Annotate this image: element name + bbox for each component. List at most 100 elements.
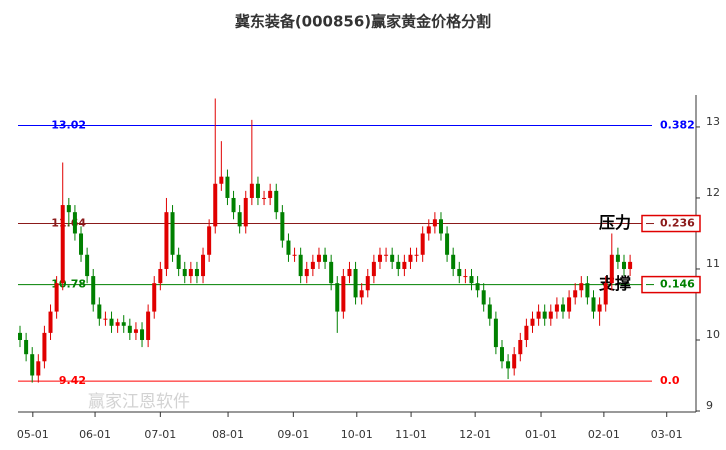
- candle-body: [420, 233, 425, 255]
- y-tick-label: 9: [706, 399, 713, 412]
- candle-body: [48, 311, 53, 333]
- candle-body: [262, 197, 267, 199]
- level-tag: 压力: [599, 213, 631, 232]
- candle-body: [36, 361, 41, 376]
- y-tick-label: 11: [706, 257, 720, 270]
- y-tick-label: 13: [706, 115, 720, 128]
- x-tick-label: 02-01: [588, 428, 620, 441]
- candle-body: [30, 354, 35, 376]
- candle-body: [60, 205, 65, 284]
- candle-body: [487, 304, 492, 319]
- candle-body: [207, 226, 212, 255]
- candle-body: [115, 322, 120, 326]
- candle-body: [475, 283, 480, 291]
- candle-body: [628, 261, 633, 269]
- candle-body: [316, 254, 321, 262]
- candle-body: [243, 197, 248, 227]
- candle-body: [384, 254, 389, 256]
- x-tick-label: 06-01: [79, 428, 111, 441]
- candle-body: [127, 325, 132, 333]
- candle-body: [548, 311, 553, 319]
- ratio-label: 0.146: [660, 278, 695, 291]
- candle-body: [201, 254, 206, 277]
- candle-body: [231, 197, 236, 213]
- candle-body: [237, 212, 242, 227]
- candle-body: [371, 261, 376, 277]
- ratio-label: 0.236: [660, 217, 695, 230]
- candle-body: [536, 311, 541, 319]
- candle-body: [445, 233, 450, 255]
- ratio-box: [641, 275, 701, 294]
- level-tag: 支撑: [598, 274, 631, 293]
- candle-body: [414, 254, 419, 256]
- candle-body: [219, 176, 224, 184]
- candle-body: [518, 339, 523, 355]
- candle-body: [396, 261, 401, 269]
- candle-body: [176, 254, 181, 269]
- candle-body: [170, 212, 175, 255]
- watermark: 赢家江恩软件: [88, 392, 190, 412]
- candle-body: [524, 325, 529, 340]
- x-tick-label: 12-01: [459, 428, 491, 441]
- ratio-label: 0.382: [660, 119, 695, 132]
- candle-body: [329, 261, 334, 284]
- candle-body: [554, 304, 559, 312]
- candle-body: [542, 311, 547, 319]
- candle-body: [91, 276, 96, 305]
- candle-body: [146, 311, 151, 340]
- candle-body: [79, 233, 84, 255]
- candle-body: [158, 268, 163, 284]
- candle-body: [377, 254, 382, 262]
- x-tick-label: 07-01: [144, 428, 176, 441]
- candle-body: [225, 176, 230, 198]
- candle-body: [164, 212, 169, 269]
- candle-body: [268, 190, 273, 198]
- candle-body: [249, 183, 254, 198]
- candle-body: [274, 190, 279, 213]
- candle-body: [347, 268, 352, 277]
- candle-body: [579, 283, 584, 291]
- x-tick-label: 01-01: [525, 428, 557, 441]
- candle-body: [481, 290, 486, 305]
- candle-body: [402, 261, 407, 269]
- chart-title: 冀东装备(000856)赢家黄金价格分割: [235, 13, 491, 31]
- candle-body: [280, 212, 285, 241]
- candle-body: [432, 219, 437, 227]
- y-tick-label: 10: [706, 328, 720, 341]
- candle-body: [194, 268, 199, 277]
- candle-body: [85, 254, 90, 277]
- candle-body: [103, 318, 108, 320]
- candle-body: [585, 283, 590, 298]
- x-tick-label: 10-01: [341, 428, 373, 441]
- candle-body: [298, 254, 303, 277]
- ratio-label: 0.0: [660, 374, 680, 387]
- candle-body: [213, 183, 218, 227]
- candle-body: [182, 268, 187, 277]
- candle-body: [506, 361, 511, 369]
- candle-body: [609, 254, 614, 284]
- candle-body: [152, 283, 157, 312]
- candle-body: [323, 254, 328, 262]
- candle-body: [597, 304, 602, 312]
- candle-body: [603, 283, 608, 305]
- level-price: 13.02: [51, 119, 86, 132]
- candle-body: [493, 318, 498, 348]
- candle-body: [335, 283, 340, 312]
- x-tick-label: 08-01: [212, 428, 244, 441]
- candle-body: [292, 254, 297, 256]
- candle-body: [286, 240, 291, 255]
- candle-body: [567, 297, 572, 312]
- candle-body: [97, 304, 102, 319]
- candle-body: [255, 183, 260, 198]
- candle-body: [530, 318, 535, 326]
- candle-body: [560, 304, 565, 312]
- candle-body: [140, 329, 145, 340]
- candle-body: [18, 332, 23, 340]
- candle-body: [133, 329, 138, 333]
- candle-body: [42, 332, 47, 362]
- level-price: 9.42: [59, 374, 86, 387]
- candle-body: [408, 254, 413, 262]
- candle-body: [121, 322, 126, 326]
